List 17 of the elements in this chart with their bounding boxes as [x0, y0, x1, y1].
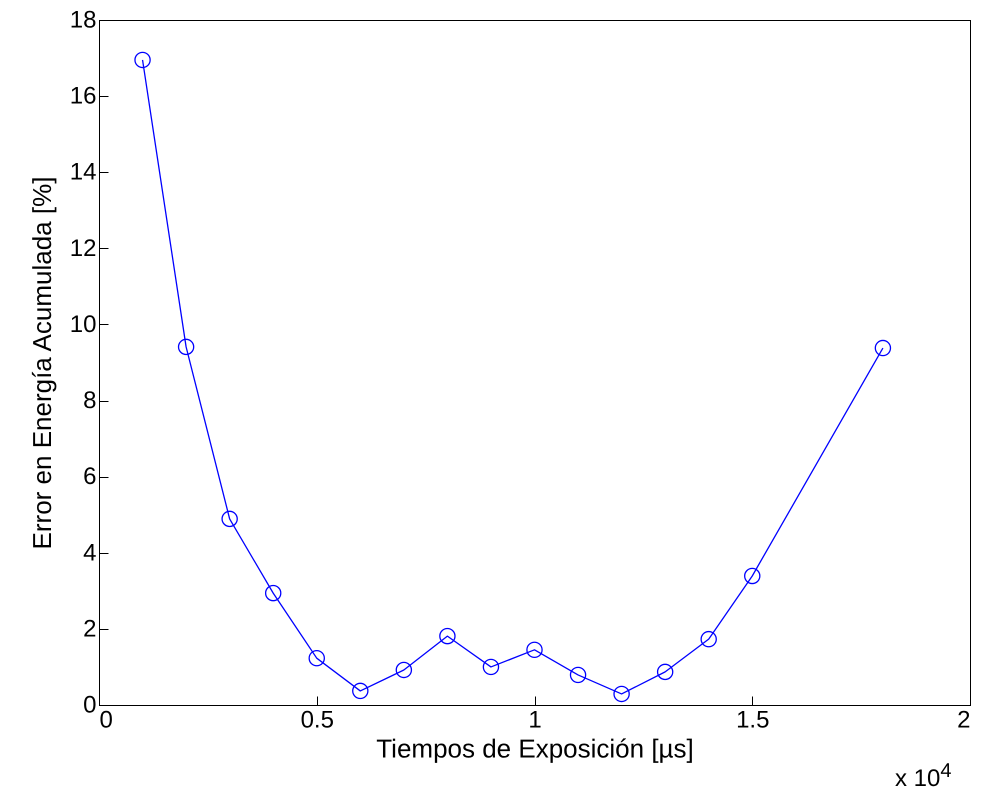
y-tick-label: 4 [83, 539, 96, 566]
x-tick-label: 1.5 [736, 706, 770, 734]
x-axis-title: Tiempos de Exposición [µs] [376, 734, 694, 764]
y-tick-label: 12 [70, 234, 96, 262]
x-tick-label: 2 [957, 706, 970, 734]
y-tick-label: 8 [83, 387, 96, 414]
y-tick-label: 14 [70, 158, 96, 186]
y-tick-label: 6 [83, 463, 96, 490]
x-tick-label: 0.5 [300, 706, 334, 734]
y-tick-label: 2 [83, 615, 96, 642]
y-tick-label: 16 [70, 82, 96, 110]
y-tick-label: 18 [70, 6, 96, 34]
y-tick-label: 10 [70, 310, 96, 338]
x-tick-label: 1 [528, 706, 542, 734]
text: x 10$^{4}$ [895, 760, 952, 793]
y-axis-title: Error en Energía Acumulada [%] [26, 176, 57, 550]
x-tick-label: 0 [100, 706, 113, 734]
